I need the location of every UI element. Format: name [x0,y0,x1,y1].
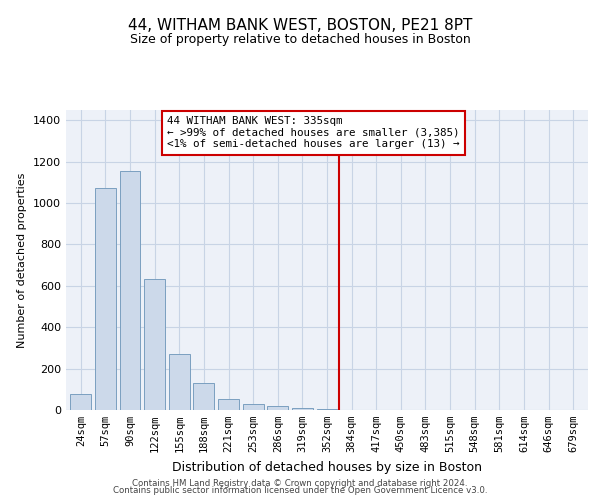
Text: 44 WITHAM BANK WEST: 335sqm
← >99% of detached houses are smaller (3,385)
<1% of: 44 WITHAM BANK WEST: 335sqm ← >99% of de… [167,116,460,150]
Bar [169,354,190,410]
Bar [119,171,140,410]
Bar [267,406,288,410]
Bar [70,394,91,410]
Bar [95,188,116,410]
Bar [292,408,313,410]
Text: Contains public sector information licensed under the Open Government Licence v3: Contains public sector information licen… [113,486,487,495]
Y-axis label: Number of detached properties: Number of detached properties [17,172,28,348]
X-axis label: Distribution of detached houses by size in Boston: Distribution of detached houses by size … [172,460,482,473]
Bar [242,404,263,410]
Text: Size of property relative to detached houses in Boston: Size of property relative to detached ho… [130,32,470,46]
Bar [317,409,337,410]
Bar [193,383,214,410]
Bar [144,278,165,410]
Bar [218,398,239,410]
Text: Contains HM Land Registry data © Crown copyright and database right 2024.: Contains HM Land Registry data © Crown c… [132,478,468,488]
Text: 44, WITHAM BANK WEST, BOSTON, PE21 8PT: 44, WITHAM BANK WEST, BOSTON, PE21 8PT [128,18,472,32]
